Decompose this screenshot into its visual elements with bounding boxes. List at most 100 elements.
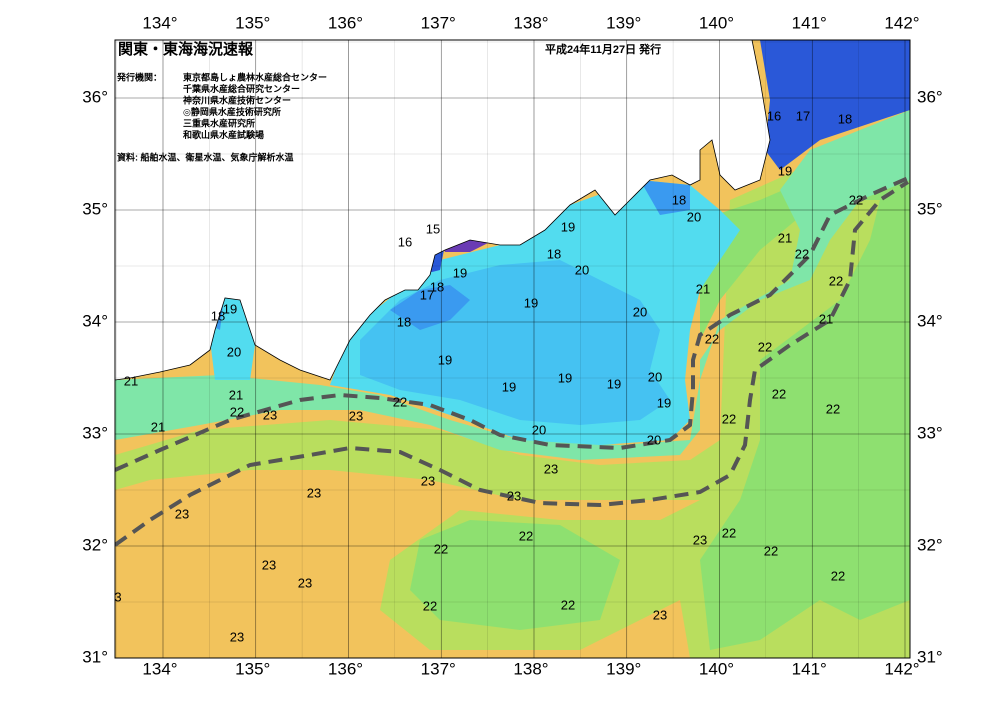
agency-name: 三重県水産研究所 xyxy=(183,117,255,128)
contour-label: 20 xyxy=(227,344,241,359)
latitude-label: 36° xyxy=(82,87,108,106)
contour-label: 22 xyxy=(831,568,845,583)
kuroshio-south xyxy=(115,180,910,547)
longitude-label: 135° xyxy=(235,13,270,32)
contour-label: 20 xyxy=(647,432,661,447)
agency-name: 東京都島しょ農林水産総合センター xyxy=(183,71,327,82)
contour-label: 19 xyxy=(657,395,671,410)
temperature-field xyxy=(115,40,910,658)
latitude-label: 31° xyxy=(82,647,108,666)
contour-label: 19 xyxy=(558,370,572,385)
agency-name: 和歌山県水産試験場 xyxy=(182,129,264,140)
contour-label: 16 xyxy=(767,108,781,123)
longitude-label: 134° xyxy=(142,13,177,32)
contour-label: 20 xyxy=(687,209,701,224)
latitude-label: 32° xyxy=(82,535,108,554)
contour-label: 23 xyxy=(693,532,707,547)
longitude-label: 138° xyxy=(513,13,548,32)
grid xyxy=(115,40,910,658)
contour-label: 19 xyxy=(502,379,516,394)
contour-label: 23 xyxy=(175,506,189,521)
longitude-label: 139° xyxy=(606,13,641,32)
contour-label: 15 xyxy=(426,221,440,236)
contour-label: 23 xyxy=(307,485,321,500)
contour-label: 22 xyxy=(393,394,407,409)
latitude-label: 31° xyxy=(917,647,943,666)
contour-label: 22 xyxy=(722,411,736,426)
contour-label: 19 xyxy=(453,265,467,280)
contour-label: 17 xyxy=(796,108,810,123)
agency-name: 神奈川県水産技術センター xyxy=(183,94,291,105)
contour-label: 18 xyxy=(430,279,444,294)
contour-label: 22 xyxy=(829,273,843,288)
agency-name: 千葉県水産総合研究センター xyxy=(183,83,300,94)
contour-label: 17 xyxy=(420,287,434,302)
kuroshio-north xyxy=(115,176,909,472)
contour-label: 22 xyxy=(423,598,437,613)
longitude-label: 142° xyxy=(884,13,919,32)
map-frame xyxy=(114,39,911,659)
title: 関東・東海海況速報 xyxy=(118,40,254,58)
contour-label: 22 xyxy=(764,543,778,558)
contour-label: 18 xyxy=(547,246,561,261)
contour-label: 22 xyxy=(795,246,809,261)
contour-label: 20 xyxy=(648,369,662,384)
contour-label: 23 xyxy=(349,408,363,423)
latitude-label: 34° xyxy=(82,311,108,330)
contour-label: 21 xyxy=(229,387,243,402)
contour-label: 22 xyxy=(519,528,533,543)
longitude-label: 136° xyxy=(328,13,363,32)
contour-label: 23 xyxy=(507,488,521,503)
longitude-label: 135° xyxy=(235,659,270,678)
contour-label: 20 xyxy=(633,304,647,319)
contour-label: 21 xyxy=(124,373,138,388)
longitude-label: 140° xyxy=(699,13,734,32)
contour-label: 19 xyxy=(607,376,621,391)
contour-label: 21 xyxy=(819,311,833,326)
zone-22-green xyxy=(410,150,910,650)
latitude-label: 35° xyxy=(917,199,943,218)
contour-label: 18 xyxy=(397,314,411,329)
contour-label: 18 xyxy=(838,111,852,126)
agencies-label: 発行機関： xyxy=(116,71,162,82)
longitude-label: 139° xyxy=(606,659,641,678)
contour-label: 21 xyxy=(151,419,165,434)
contour-label: 21 xyxy=(696,281,710,296)
contour-label: 22 xyxy=(434,541,448,556)
longitude-label: 134° xyxy=(142,659,177,678)
contour-label: 22 xyxy=(561,597,575,612)
contour-label: 22 xyxy=(826,401,840,416)
longitude-label: 136° xyxy=(328,659,363,678)
contour-label: 22 xyxy=(722,525,736,540)
contour-label: 22 xyxy=(705,331,719,346)
latitude-label: 33° xyxy=(82,423,108,442)
contour-label: 23 xyxy=(544,461,558,476)
issue-date: 平成24年11月27日 発行 xyxy=(545,42,661,56)
contour-label: 21 xyxy=(778,230,792,245)
contour-label: 23 xyxy=(230,629,244,644)
contour-label: 19 xyxy=(438,352,452,367)
longitude-label: 138° xyxy=(513,659,548,678)
zone-18 xyxy=(190,180,690,330)
longitude-label: 140° xyxy=(699,659,734,678)
contour-label: 20 xyxy=(575,262,589,277)
longitude-label: 141° xyxy=(792,659,827,678)
contour-label: 22 xyxy=(772,386,786,401)
longitude-label: 137° xyxy=(421,659,456,678)
contour-label: 18 xyxy=(672,192,686,207)
contour-label: 19 xyxy=(778,163,792,178)
contour-label: 23 xyxy=(421,473,435,488)
zone-22 xyxy=(115,120,910,658)
longitude-label: 141° xyxy=(792,13,827,32)
contour-label: 16 xyxy=(398,234,412,249)
latitude-label: 36° xyxy=(917,87,943,106)
source-note: 資料: 船舶水温、衛星水温、気象庁解析水温 xyxy=(117,151,294,162)
contour-label: 23 xyxy=(653,607,667,622)
contour-label: 19 xyxy=(561,219,575,234)
contour-label: 23 xyxy=(298,575,312,590)
contour-label: 22 xyxy=(230,404,244,419)
contour-label: 19 xyxy=(223,301,237,316)
contour-label: 19 xyxy=(524,295,538,310)
latitude-label: 33° xyxy=(917,423,943,442)
